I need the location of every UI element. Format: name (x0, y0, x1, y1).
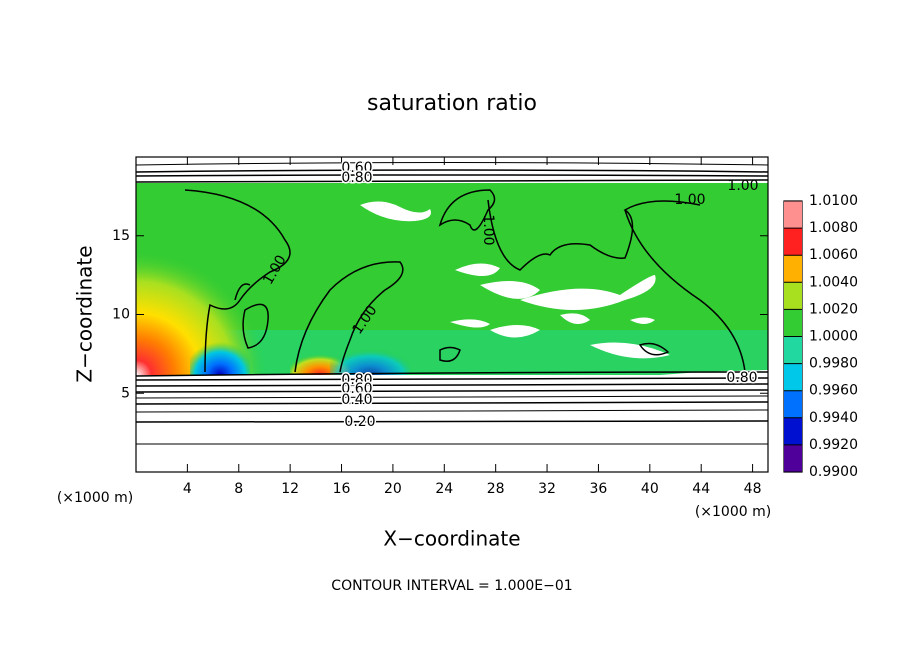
colorbar-tick-label: 0.9900 (809, 464, 858, 480)
y-axis-title: Z−coordinate (73, 245, 97, 382)
contour-label: 1.00 (727, 178, 758, 194)
y-tick-label: 10 (112, 307, 130, 323)
contour-label: 0.20 (344, 414, 375, 430)
y-tick-label: 15 (112, 228, 130, 244)
colorbar-tick-label: 0.9980 (809, 356, 858, 372)
contour-label: 0.60 (341, 160, 372, 176)
unit-label: (×1000 m) (57, 490, 133, 506)
chart-title: saturation ratio (367, 91, 537, 116)
x-tick-label: 48 (744, 481, 762, 497)
field-saturated (360, 201, 670, 359)
colorbar-tick-label: 0.9960 (809, 383, 858, 399)
x-tick-label: 40 (641, 481, 659, 497)
x-axis-title: X−coordinate (383, 527, 520, 551)
x-tick-label: 16 (333, 481, 351, 497)
colorbar-segment (784, 444, 802, 472)
x-tick-label: 32 (538, 481, 556, 497)
x-tick-label: 36 (590, 481, 608, 497)
colorbar-segment (784, 336, 802, 364)
colorbar-tick-label: 0.9940 (809, 410, 858, 426)
colorbar-segment (784, 282, 802, 310)
colorbar-segment (784, 363, 802, 391)
colorbar-tick-label: 0.9920 (809, 437, 858, 453)
contour-interval: CONTOUR INTERVAL = 1.000E−01 (331, 578, 572, 594)
contour-label: 0.40 (341, 392, 372, 408)
field (136, 157, 768, 472)
x-tick-label: 44 (692, 481, 710, 497)
field-cold (190, 320, 250, 375)
colorbar-segment (784, 309, 802, 337)
x-tick-label: 20 (384, 481, 402, 497)
colorbar-segment (784, 255, 802, 283)
x-tick-label: 4 (183, 481, 192, 497)
colorbar-tick-label: 1.0060 (809, 247, 858, 263)
contour-label: 1.00 (480, 214, 496, 245)
colorbar-tick-label: 1.0040 (809, 274, 858, 290)
contour-label: 1.00 (674, 192, 705, 208)
x-tick-label: 24 (435, 481, 453, 497)
contour-label: 0.80 (726, 370, 757, 386)
y-tick-label: 5 (121, 385, 130, 401)
colorbar-segment (784, 417, 802, 445)
contour-label: 0.60 (341, 381, 372, 397)
x-tick-label: 8 (234, 481, 243, 497)
colorbar-tick-label: 1.0080 (809, 220, 858, 236)
colorbar-segment (784, 228, 802, 256)
x-tick-label: 12 (281, 481, 299, 497)
contour-label: 0.80 (341, 372, 372, 388)
x-tick-label: 28 (487, 481, 505, 497)
colorbar-segment (784, 201, 802, 229)
colorbar-tick-label: 1.0020 (809, 301, 858, 317)
colorbar-tick-label: 1.0000 (809, 329, 858, 345)
field-cold (330, 330, 410, 375)
contours (136, 162, 768, 445)
contour-label: 0.80 (341, 170, 372, 186)
colorbar-tick-label: 1.0100 (809, 193, 858, 209)
colorbar-segment (784, 390, 802, 418)
unit-label: (×1000 m) (695, 504, 771, 520)
